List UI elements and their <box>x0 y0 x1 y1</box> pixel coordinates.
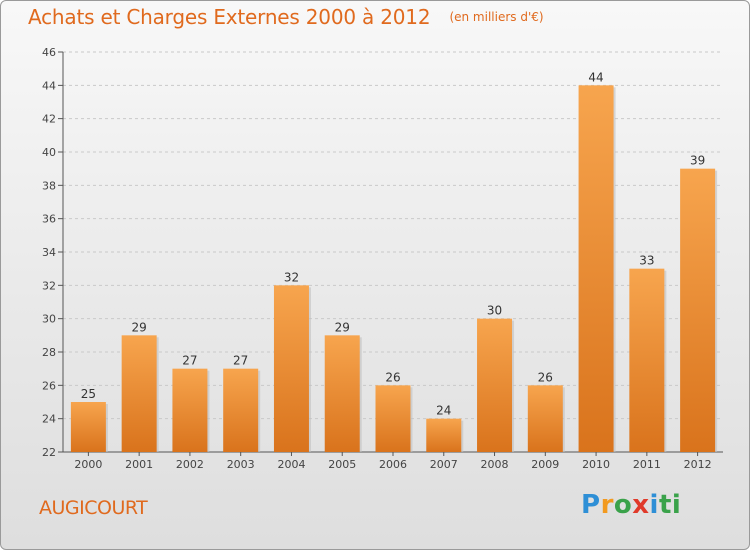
bar-value-label: 32 <box>284 270 299 284</box>
proxiti-logo[interactable]: Proxiti <box>581 490 681 520</box>
x-tick-label: 2011 <box>633 458 661 471</box>
x-tick-label: 2009 <box>531 458 559 471</box>
chart-unit: (en milliers d'€) <box>449 10 544 24</box>
y-tick-label: 34 <box>42 246 56 259</box>
x-tick-label: 2010 <box>582 458 610 471</box>
logo-letter: x <box>632 490 650 520</box>
y-tick-label: 32 <box>42 279 56 292</box>
x-tick-label: 2007 <box>430 458 458 471</box>
bar-2011[interactable] <box>629 268 665 452</box>
y-tick-label: 38 <box>42 179 56 192</box>
y-tick-label: 30 <box>42 313 56 326</box>
x-tick-label: 2001 <box>125 458 153 471</box>
x-tick-label: 2012 <box>684 458 712 471</box>
bar-2000[interactable] <box>70 402 106 452</box>
bar-value-label: 26 <box>385 370 400 384</box>
bar-2001[interactable] <box>121 335 157 452</box>
x-tick-label: 2005 <box>328 458 356 471</box>
bar-value-label: 27 <box>233 354 248 368</box>
bar-2008[interactable] <box>477 318 513 452</box>
bar-2010[interactable] <box>578 85 614 452</box>
bar-value-label: 26 <box>538 370 553 384</box>
y-tick-label: 28 <box>42 346 56 359</box>
y-tick-label: 40 <box>42 146 56 159</box>
bar-value-label: 29 <box>335 320 350 334</box>
x-tick-label: 2004 <box>277 458 305 471</box>
bar-value-label: 29 <box>132 320 147 334</box>
bar-2003[interactable] <box>223 368 259 452</box>
bar-2012[interactable] <box>680 168 716 452</box>
bar-value-label: 25 <box>81 387 96 401</box>
chart-title-group: Achats et Charges Externes 2000 à 2012 (… <box>28 5 544 29</box>
x-tick-label: 2000 <box>74 458 102 471</box>
logo-letter: ti <box>658 490 682 520</box>
y-tick-label: 46 <box>42 46 56 59</box>
bar-value-label: 39 <box>690 154 705 168</box>
x-tick-label: 2006 <box>379 458 407 471</box>
city-name: AUGICOURT <box>39 497 148 519</box>
y-tick-label: 36 <box>42 213 56 226</box>
bar-2009[interactable] <box>527 385 563 452</box>
logo-letter: i <box>649 490 659 520</box>
bar-2004[interactable] <box>273 285 309 452</box>
bar-value-label: 33 <box>639 254 654 268</box>
bar-value-label: 24 <box>436 404 451 418</box>
logo-letter: r <box>600 490 614 520</box>
bar-2006[interactable] <box>375 385 411 452</box>
logo-letter: o <box>613 490 633 520</box>
y-tick-label: 22 <box>42 446 56 459</box>
x-tick-label: 2002 <box>176 458 204 471</box>
bar-2007[interactable] <box>426 418 462 452</box>
y-tick-label: 42 <box>42 113 56 126</box>
x-tick-label: 2003 <box>227 458 255 471</box>
x-tick-label: 2008 <box>481 458 509 471</box>
y-tick-label: 24 <box>42 413 56 426</box>
logo-letter: P <box>581 490 601 520</box>
y-tick-label: 44 <box>42 79 56 92</box>
bar-2002[interactable] <box>172 368 208 452</box>
bar-2005[interactable] <box>324 335 360 452</box>
bar-value-label: 27 <box>182 354 197 368</box>
bar-value-label: 30 <box>487 304 502 318</box>
chart-title: Achats et Charges Externes 2000 à 2012 <box>28 5 431 29</box>
y-tick-label: 26 <box>42 379 56 392</box>
bar-value-label: 44 <box>588 70 603 84</box>
